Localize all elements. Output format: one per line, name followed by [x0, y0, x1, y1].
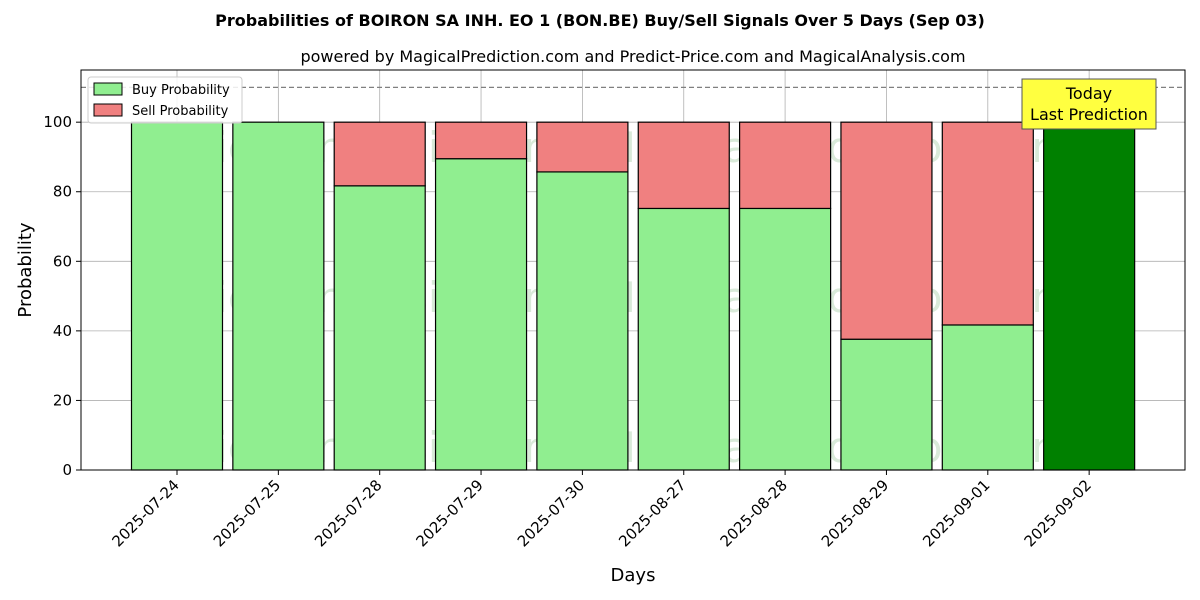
- buy-bar: [434, 158, 528, 471]
- y-tick-label: 40: [53, 322, 72, 340]
- sell-bar: [738, 121, 832, 210]
- sell-bar: [637, 121, 730, 210]
- buy-bar: [738, 207, 832, 471]
- buy-bar: [637, 207, 730, 471]
- buy-bar: [840, 338, 933, 471]
- annotation-line2: Last Prediction: [1030, 105, 1148, 124]
- annotation-today: Today Last Prediction: [1021, 78, 1157, 130]
- plot-area: MagicalAnalysis.comMagicalPrediction.com…: [43, 69, 1186, 550]
- y-tick-label: 60: [53, 252, 72, 270]
- legend-swatch: [93, 103, 123, 117]
- buy-bar: [941, 324, 1034, 471]
- x-tick-label: 2025-07-24: [108, 476, 182, 550]
- sell-bar: [434, 121, 528, 160]
- legend-box: [87, 76, 243, 124]
- buy-bar: [130, 121, 224, 471]
- legend-swatch: [93, 82, 123, 96]
- sell-bar: [333, 121, 426, 187]
- x-tick-label: 2025-08-29: [818, 476, 892, 550]
- legend-label: Sell Probability: [132, 104, 229, 119]
- x-tick-label: 2025-07-25: [210, 476, 284, 550]
- sell-bar: [941, 121, 1034, 326]
- plot-frame: [80, 69, 1186, 471]
- annotation-box: [1021, 78, 1157, 130]
- x-tick-label: 2025-07-28: [311, 476, 385, 550]
- y-tick-label: 80: [53, 183, 72, 201]
- chart-subtitle: powered by MagicalPrediction.com and Pre…: [300, 47, 965, 66]
- y-tick-label: 0: [62, 461, 72, 479]
- buy-bar: [536, 171, 629, 471]
- y-tick-label: 20: [53, 391, 72, 409]
- x-tick-label: 2025-09-02: [1021, 476, 1095, 550]
- legend-label: Buy Probability: [132, 83, 230, 98]
- buy-bar: [232, 121, 325, 471]
- sell-bar: [536, 121, 629, 173]
- x-tick-label: 2025-07-29: [412, 476, 486, 550]
- y-axis-label: Probability: [15, 222, 36, 317]
- sell-bar: [840, 121, 933, 340]
- x-tick-label: 2025-07-30: [514, 476, 588, 550]
- buy-bar: [333, 185, 426, 471]
- x-axis-label: Days: [611, 565, 656, 586]
- x-tick-label: 2025-08-27: [615, 476, 689, 550]
- annotation-line1: Today: [1065, 84, 1112, 103]
- x-tick-label: 2025-09-01: [919, 476, 993, 550]
- buy-bar: [1043, 121, 1136, 471]
- x-tick-label: 2025-08-28: [717, 476, 791, 550]
- chart-title: Probabilities of BOIRON SA INH. EO 1 (BO…: [215, 11, 985, 30]
- y-tick-label: 100: [43, 113, 72, 131]
- legend: Buy Probability Sell Probability: [87, 76, 243, 124]
